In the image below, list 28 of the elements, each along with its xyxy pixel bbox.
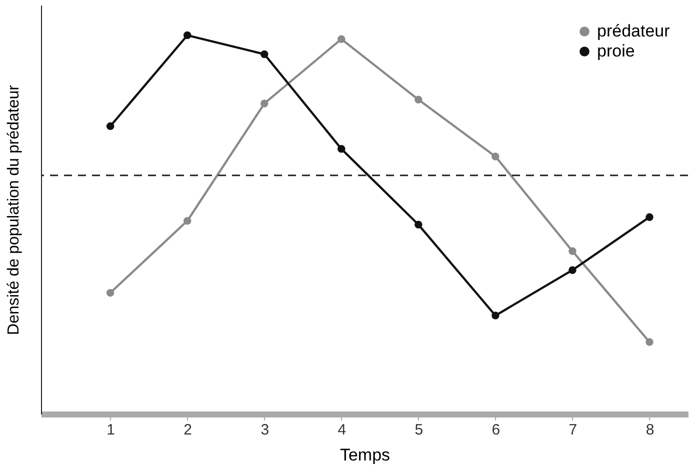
point: [260, 50, 268, 58]
x-tick-label: 8: [646, 422, 654, 438]
x-tick-label: 2: [184, 422, 192, 438]
point: [260, 100, 268, 108]
point: [338, 35, 346, 43]
point: [183, 216, 192, 225]
x-tick-label: 5: [414, 422, 424, 438]
x-tick-label: 3: [260, 422, 270, 438]
point: [338, 145, 346, 153]
point: [646, 338, 654, 346]
point: [183, 31, 192, 40]
x-tick-label: 6: [492, 422, 500, 438]
point: [492, 152, 500, 160]
point: [106, 288, 114, 297]
legend-label: prédateur: [597, 22, 670, 40]
legend-label: proie: [597, 42, 635, 60]
point: [106, 122, 114, 130]
point: [414, 220, 422, 229]
x-tick-label: 4: [338, 422, 346, 438]
x-tick-label: 7: [568, 422, 578, 438]
y-axis-title: Densité de population du prédateur: [6, 84, 22, 335]
x-axis-title: Temps: [340, 446, 390, 464]
point: [568, 247, 576, 256]
point: [568, 266, 576, 274]
point: [646, 213, 654, 221]
point: [492, 312, 500, 320]
x-tick-label: 1: [106, 422, 115, 438]
point: [414, 96, 422, 104]
